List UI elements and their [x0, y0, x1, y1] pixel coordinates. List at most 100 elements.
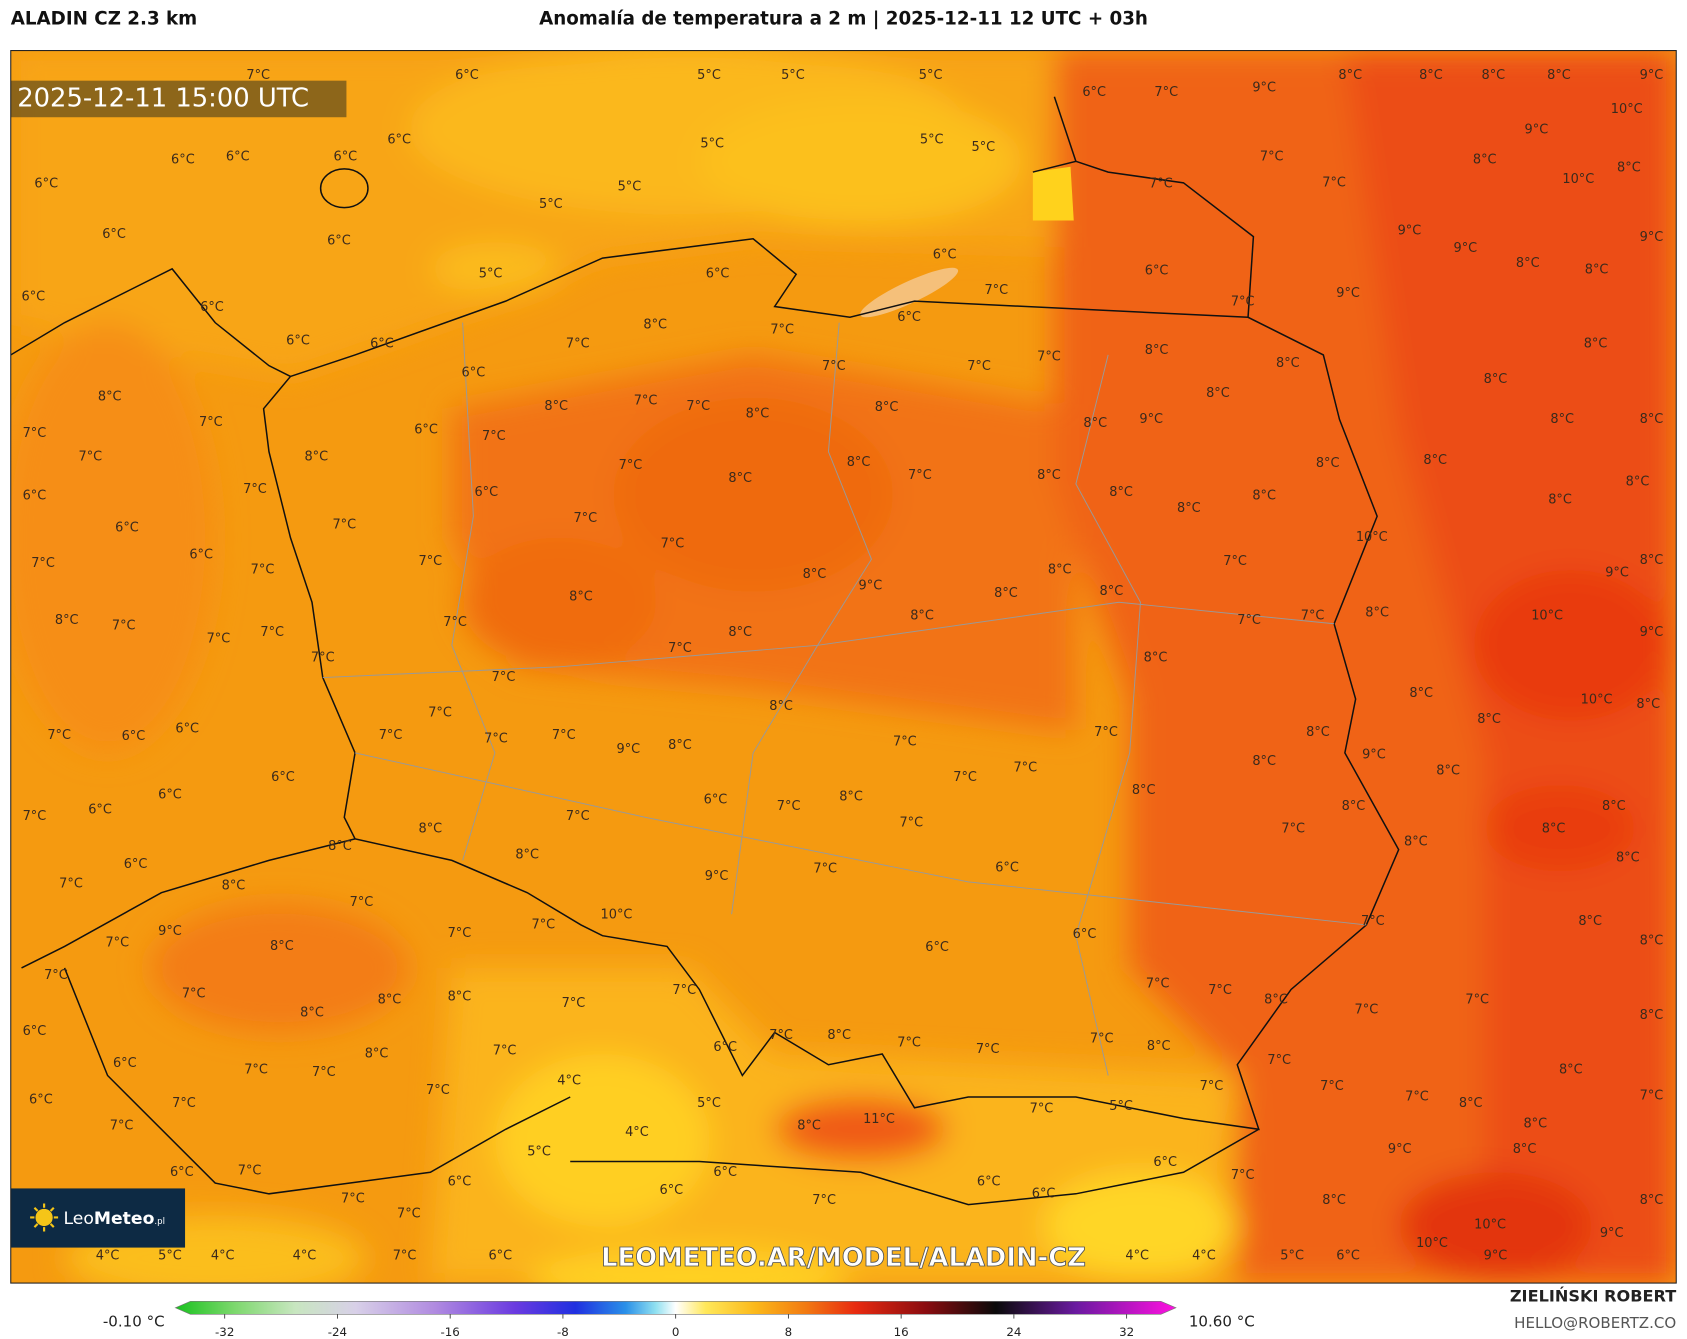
temperature-label: 8°C [1640, 934, 1664, 949]
temperature-label: 7°C [311, 651, 335, 666]
temperature-label: 6°C [706, 267, 730, 282]
temperature-label: 8°C [1578, 914, 1602, 929]
temperature-label: 8°C [98, 389, 122, 404]
temperature-label: 6°C [158, 787, 182, 802]
temperature-label: 7°C [562, 996, 586, 1011]
temperature-label: 6°C [1336, 1249, 1360, 1264]
temperature-label: 8°C [769, 699, 793, 714]
temperature-label: 5°C [618, 180, 642, 195]
temperature-label: 8°C [55, 613, 79, 628]
temperature-label: 7°C [1361, 914, 1385, 929]
temperature-label: 7°C [251, 563, 275, 578]
temperature-label: 5°C [158, 1249, 182, 1264]
temperature-label: 10°C [1611, 102, 1643, 117]
temperature-label: 5°C [919, 68, 943, 83]
temperature-label: 7°C [484, 731, 508, 746]
temperature-label: 9°C [1252, 81, 1276, 96]
temperature-label: 7°C [1146, 977, 1170, 992]
temperature-label: 8°C [304, 450, 328, 465]
temperature-label: 6°C [1145, 264, 1169, 279]
temperature-label: 7°C [566, 337, 590, 352]
temperature-label: 6°C [334, 150, 358, 165]
temperature-label: 9°C [1640, 68, 1664, 83]
temperature-label: 8°C [1482, 68, 1506, 83]
temperature-label: 8°C [847, 455, 871, 470]
temperature-label: 7°C [573, 511, 597, 526]
colorbar-tick-label: 24 [1006, 1325, 1021, 1339]
temperature-label: 6°C [1082, 85, 1106, 100]
temperature-label: 7°C [777, 799, 801, 814]
temperature-label: 7°C [1322, 175, 1346, 190]
temperature-label: 8°C [328, 839, 352, 854]
temperature-label: 7°C [908, 468, 932, 483]
temperature-label: 8°C [1144, 651, 1168, 666]
temperature-label: 5°C [527, 1144, 551, 1159]
temperature-label: 7°C [482, 429, 506, 444]
temperature-label: 8°C [994, 586, 1018, 601]
temperature-label: 7°C [1281, 822, 1305, 837]
temperature-label: 7°C [428, 706, 452, 721]
temperature-label: 8°C [728, 471, 752, 486]
temperature-label: 9°C [158, 924, 182, 939]
temperature-label: 8°C [1547, 68, 1571, 83]
temperature-label: 8°C [1252, 754, 1276, 769]
temperature-label: 8°C [222, 879, 246, 894]
temperature-label: 6°C [286, 333, 310, 348]
colorbar-tick-label: -24 [328, 1325, 347, 1339]
temperature-label: 7°C [341, 1192, 365, 1207]
temperature-label: 10°C [1562, 172, 1594, 187]
temperature-label: 9°C [1640, 625, 1664, 640]
temperature-label: 9°C [1484, 1249, 1508, 1264]
temperature-label: 8°C [1306, 725, 1330, 740]
temperature-label: 7°C [426, 1083, 450, 1098]
temperature-label: 9°C [616, 742, 640, 757]
logo-text: LeoMeteo.pl [63, 1209, 165, 1229]
temperature-label: 6°C [1032, 1186, 1056, 1201]
temperature-label: 6°C [370, 337, 394, 352]
temperature-label: 8°C [1477, 712, 1501, 727]
timestamp-box [10, 80, 347, 118]
temperature-label: 7°C [23, 426, 47, 441]
watermark: LEOMETEO.AR/MODEL/ALADIN-CZ [601, 1243, 1086, 1273]
temperature-label: 8°C [1585, 262, 1609, 277]
temperature-label: 5°C [1280, 1249, 1304, 1264]
temperature-label: 8°C [1640, 1008, 1664, 1023]
temperature-label: 7°C [1231, 1168, 1255, 1183]
temperature-label: 8°C [1338, 68, 1362, 83]
temperature-label: 7°C [31, 556, 55, 571]
temperature-label: 8°C [1264, 993, 1288, 1008]
temperature-label: 10°C [601, 908, 633, 923]
temperature-label: 8°C [1252, 488, 1276, 503]
temperature-label: 6°C [34, 176, 58, 191]
temperature-label: 7°C [769, 1028, 793, 1043]
timestamp: 2025-12-11 15:00 UTC [17, 83, 309, 113]
temperature-label: 7°C [1405, 1090, 1429, 1105]
temperature-label: 8°C [378, 993, 402, 1008]
map: 7°C 6°C 5°C 5°C 5°C 6°C 7°C 9°C 8°C 8°C 8°C 8°C 9°C 1… [10, 50, 1677, 1284]
temperature-label: 11°C [863, 1112, 895, 1127]
temperature-label: 7°C [246, 68, 270, 83]
temperature-label: 7°C [1090, 1031, 1114, 1046]
temperature-label: 5°C [539, 197, 563, 212]
temperature-label: 4°C [211, 1249, 235, 1264]
logo-text-c: .pl [154, 1217, 165, 1227]
temperature-label: 6°C [977, 1174, 1001, 1189]
temperature-label: 7°C [492, 670, 516, 685]
temperature-label: 8°C [803, 567, 827, 582]
temperature-label: 7°C [899, 815, 923, 830]
temperature-label: 7°C [79, 450, 103, 465]
temperature-label: 7°C [967, 359, 991, 374]
colorbar-tick-label: 16 [894, 1325, 909, 1339]
temperature-label: 10°C [1581, 693, 1613, 708]
logo-text-a: Leo [63, 1209, 93, 1229]
temperature-label: 6°C [122, 729, 146, 744]
temperature-label: 7°C [350, 895, 374, 910]
temperature-label: 6°C [713, 1040, 737, 1055]
temperature-label: 6°C [995, 860, 1019, 875]
temperature-label: 8°C [1548, 493, 1572, 508]
colorbar-tick-label: 0 [672, 1325, 680, 1339]
temperature-label: 9°C [1525, 123, 1549, 138]
temperature-label: 7°C [1154, 85, 1178, 100]
temperature-label: 6°C [171, 153, 195, 168]
temperature-label: 9°C [1388, 1142, 1412, 1157]
